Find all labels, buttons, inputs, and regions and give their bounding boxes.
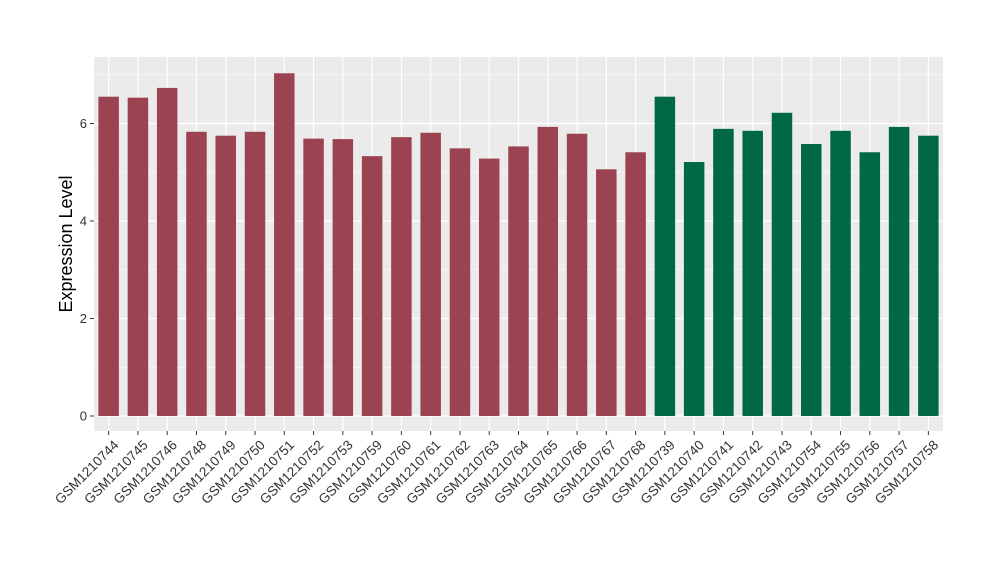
y-tick-label: 6 <box>80 116 87 131</box>
bar-GSM1210746 <box>156 87 178 416</box>
y-axis: 0 2 4 6 <box>80 116 94 424</box>
bar-GSM1210766 <box>566 133 588 417</box>
x-axis: GSM1210744GSM1210745GSM1210746GSM1210748… <box>52 431 941 507</box>
bar-GSM1210760 <box>391 137 412 416</box>
bar-GSM1210756 <box>859 152 881 416</box>
bar-GSM1210740 <box>683 162 705 416</box>
y-tick-label: 4 <box>80 214 87 229</box>
bar-GSM1210741 <box>713 128 734 417</box>
bar-GSM1210754 <box>801 143 822 416</box>
bar-GSM1210765 <box>537 126 559 416</box>
bar-GSM1210739 <box>654 96 676 416</box>
bar-GSM1210750 <box>244 131 266 416</box>
bar-GSM1210761 <box>420 132 441 416</box>
bar-GSM1210749 <box>215 135 236 416</box>
y-tick-label: 2 <box>80 311 87 326</box>
bar-GSM1210753 <box>332 139 354 416</box>
bar-GSM1210768 <box>625 152 646 416</box>
bar-GSM1210758 <box>918 135 939 416</box>
bar-GSM1210757 <box>888 126 910 416</box>
bar-GSM1210763 <box>478 158 500 416</box>
bar-GSM1210743 <box>771 112 793 417</box>
bar-GSM1210752 <box>303 138 324 417</box>
bar-GSM1210744 <box>98 96 119 416</box>
bar-GSM1210764 <box>508 146 529 416</box>
bar-GSM1210748 <box>186 131 207 416</box>
y-tick-label: 0 <box>80 409 87 424</box>
bar-GSM1210762 <box>449 148 471 417</box>
bars <box>98 73 939 417</box>
bar-GSM1210745 <box>127 97 149 416</box>
bar-GSM1210742 <box>742 130 763 416</box>
bar-GSM1210767 <box>596 169 617 416</box>
y-axis-title: Expression Level <box>56 175 76 312</box>
bar-GSM1210751 <box>274 73 295 416</box>
bar-GSM1210755 <box>830 130 851 416</box>
bar-GSM1210759 <box>361 156 383 416</box>
